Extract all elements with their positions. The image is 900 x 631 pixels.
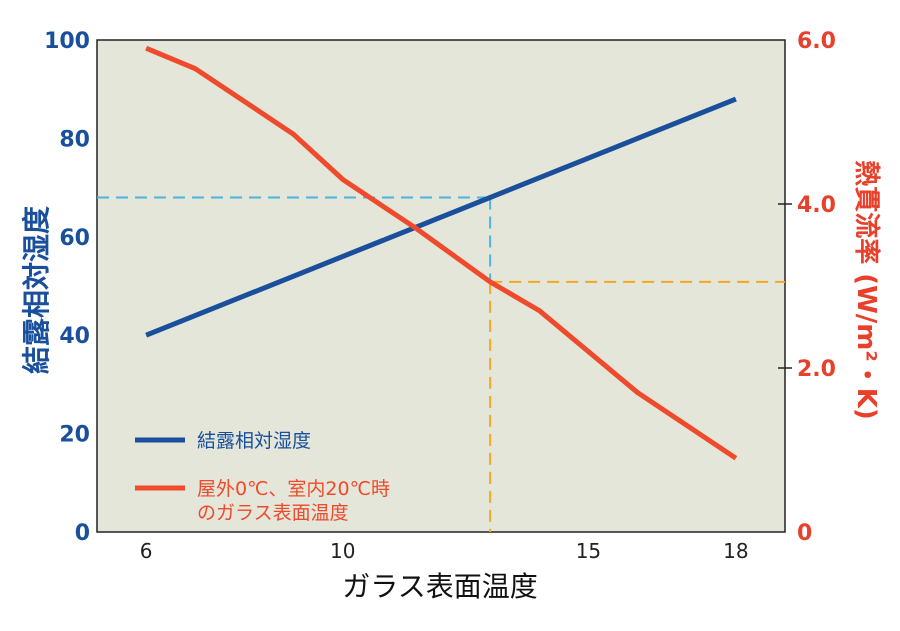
y-right-axis-label: 熱貫流率 (W/m²・K) [851, 160, 882, 420]
reference-lines [97, 196, 785, 532]
y-right-tick-label: 0 [797, 521, 812, 546]
y-right-tick-label: 2.0 [797, 357, 836, 382]
y-left-tick-label: 0 [75, 521, 90, 546]
series-line-heat-transmission [145, 45, 738, 461]
x-tick-label: 10 [330, 539, 355, 563]
y-left-tick-label: 40 [59, 324, 90, 349]
legend-label: 屋外0℃、室内20℃時のガラス表面温度 [197, 478, 390, 524]
plot-area [96, 39, 786, 533]
x-tick-label: 15 [576, 539, 601, 563]
y-left-tick-label: 60 [59, 226, 90, 251]
y-left-axis-label: 結露相対湿度 [20, 206, 53, 374]
x-tick-label: 6 [140, 539, 153, 563]
x-axis-ticks: 6 10 15 18 [140, 539, 749, 563]
x-tick-label: 18 [723, 539, 748, 563]
y-left-tick-label: 100 [44, 29, 90, 54]
y-right-tick-label: 6.0 [797, 29, 836, 54]
legend-label: 結露相対湿度 [197, 430, 311, 452]
right-axis-ticks: 0 2.0 4.0 6.0 [778, 29, 836, 546]
series-line-humidity [145, 96, 737, 338]
series-group [145, 45, 738, 461]
y-right-tick-label: 4.0 [797, 193, 836, 218]
x-axis-label: ガラス表面温度 [342, 570, 537, 603]
left-axis-ticks: 0 20 40 60 80 100 [44, 29, 90, 546]
y-left-tick-label: 20 [59, 423, 90, 448]
y-left-tick-label: 80 [59, 127, 90, 152]
